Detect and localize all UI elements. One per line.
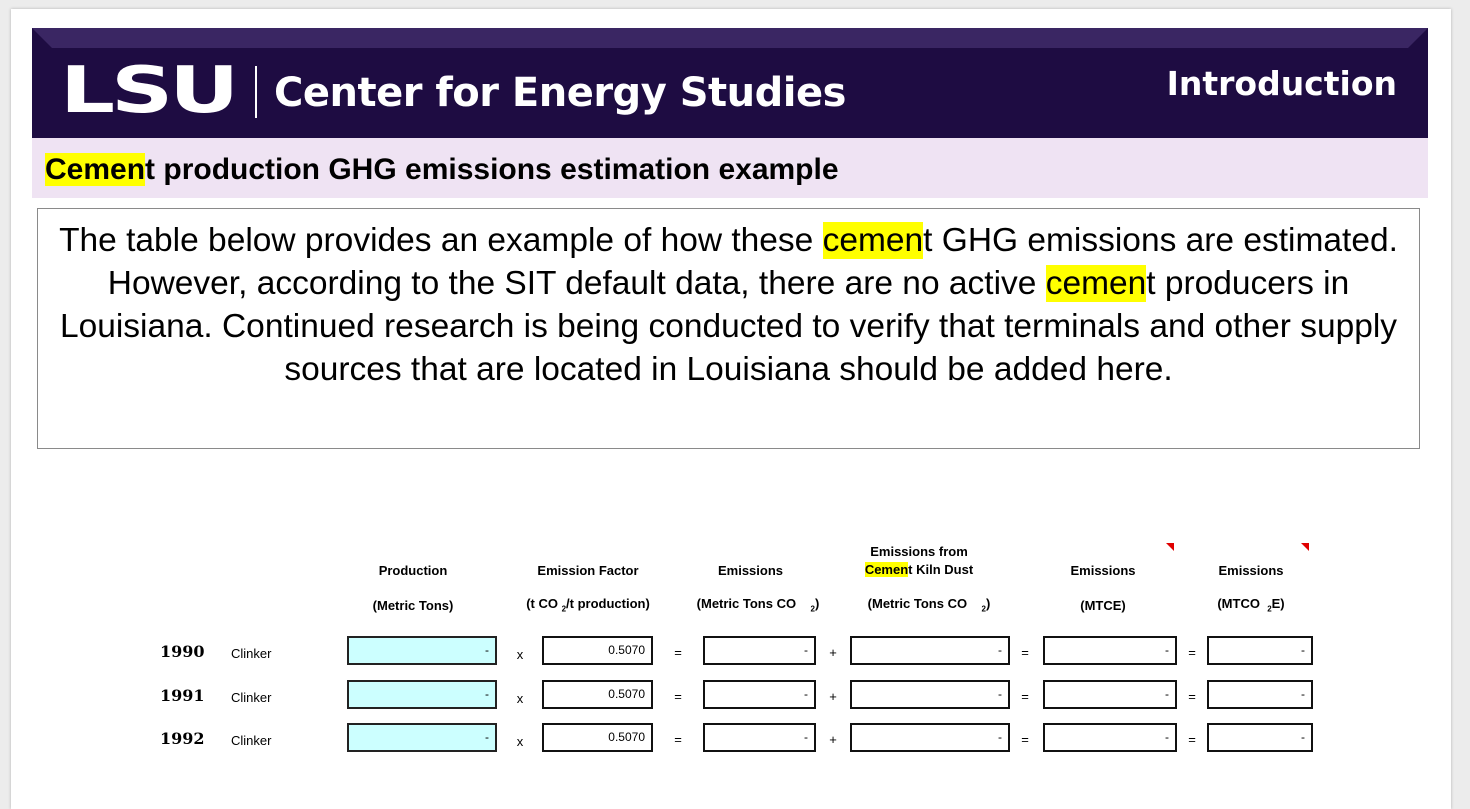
lsu-logo: LSU	[60, 54, 239, 128]
mtce-cell[interactable]: -	[1043, 636, 1177, 665]
equals-operator: =	[1188, 732, 1196, 747]
emission-factor-cell[interactable]: 0.5070	[542, 680, 653, 709]
plus-operator: +	[829, 645, 837, 660]
mtco2e-cell[interactable]: -	[1207, 680, 1313, 709]
equals-operator: =	[1021, 732, 1029, 747]
production-input[interactable]: -	[347, 680, 497, 709]
comment-flag-icon[interactable]	[1301, 543, 1309, 551]
section-title: Introduction	[1166, 64, 1397, 103]
row-year: 1992	[160, 729, 205, 748]
equals-operator: =	[1021, 689, 1029, 704]
emission-factor-cell[interactable]: 0.5070	[542, 636, 653, 665]
equals-operator: =	[1021, 645, 1029, 660]
mtce-cell[interactable]: -	[1043, 680, 1177, 709]
header-emission-factor-unit: (t CO 2/t production)	[526, 596, 650, 614]
search-highlight: Cemen	[45, 153, 146, 186]
header-mtce: Emissions	[1070, 563, 1136, 578]
search-highlight: cemen	[822, 222, 924, 259]
row-material: Clinker	[231, 690, 272, 705]
header-ckd-line1: Emissions from	[870, 544, 968, 559]
header-production-unit: (Metric Tons)	[372, 598, 454, 613]
mtco2e-cell[interactable]: -	[1207, 636, 1313, 665]
row-year: 1990	[160, 642, 205, 661]
equals-operator: =	[674, 732, 682, 747]
description-part: t producers in Louisiana. Continued rese…	[59, 265, 1398, 388]
times-operator: x	[516, 691, 524, 706]
description-text: The table below provides an example of h…	[48, 219, 1409, 391]
times-operator: x	[516, 734, 524, 749]
header-emission-factor: Emission Factor	[537, 563, 639, 578]
org-name: Center for Energy Studies	[274, 70, 846, 116]
emissions-cell[interactable]: -	[703, 636, 816, 665]
subtitle-strip: Cement production GHG emissions estimati…	[32, 138, 1428, 198]
plus-operator: +	[829, 689, 837, 704]
emission-factor-cell[interactable]: 0.5070	[542, 723, 653, 752]
description-part: t GHG emissions are estimated. However, …	[107, 222, 1398, 302]
description-box: The table below provides an example of h…	[37, 208, 1420, 449]
mtco2e-cell[interactable]: -	[1207, 723, 1313, 752]
page-title: Cement production GHG emissions estimati…	[45, 152, 839, 188]
mtce-cell[interactable]: -	[1043, 723, 1177, 752]
ckd-emissions-cell[interactable]: -	[850, 680, 1010, 709]
row-material: Clinker	[231, 646, 272, 661]
equals-operator: =	[1188, 645, 1196, 660]
times-operator: x	[516, 647, 524, 662]
header-production: Production	[378, 563, 448, 578]
page-title-text: t production GHG emissions estimation ex…	[145, 153, 839, 186]
description-part: The table below provides an example of h…	[59, 222, 823, 259]
emissions-cell[interactable]: -	[703, 680, 816, 709]
header-mtco2e: Emissions	[1218, 563, 1284, 578]
banner-bevel	[32, 28, 1428, 48]
header-banner: LSU Center for Energy Studies Introducti…	[32, 28, 1428, 138]
row-year: 1991	[160, 686, 205, 705]
equals-operator: =	[1188, 689, 1196, 704]
search-highlight: cemen	[1045, 265, 1147, 302]
row-material: Clinker	[231, 733, 272, 748]
equals-operator: =	[674, 689, 682, 704]
logo-divider	[255, 66, 257, 118]
production-input[interactable]: -	[347, 723, 497, 752]
header-emissions: Emissions	[717, 563, 784, 578]
equals-operator: =	[674, 645, 682, 660]
header-ckd-line2: Cement Kiln Dust	[864, 562, 974, 577]
header-ckd-unit: (Metric Tons CO 2)	[867, 596, 991, 614]
ckd-emissions-cell[interactable]: -	[850, 636, 1010, 665]
ckd-emissions-cell[interactable]: -	[850, 723, 1010, 752]
plus-operator: +	[829, 732, 837, 747]
header-mtco2e-unit: (MTCO 2E)	[1217, 596, 1285, 614]
comment-flag-icon[interactable]	[1166, 543, 1174, 551]
header-mtce-unit: (MTCE)	[1080, 598, 1126, 613]
production-input[interactable]: -	[347, 636, 497, 665]
emissions-cell[interactable]: -	[703, 723, 816, 752]
header-emissions-unit: (Metric Tons CO 2)	[696, 596, 820, 614]
worksheet-page: LSU Center for Energy Studies Introducti…	[11, 9, 1451, 809]
search-highlight: Cemen	[864, 562, 909, 577]
